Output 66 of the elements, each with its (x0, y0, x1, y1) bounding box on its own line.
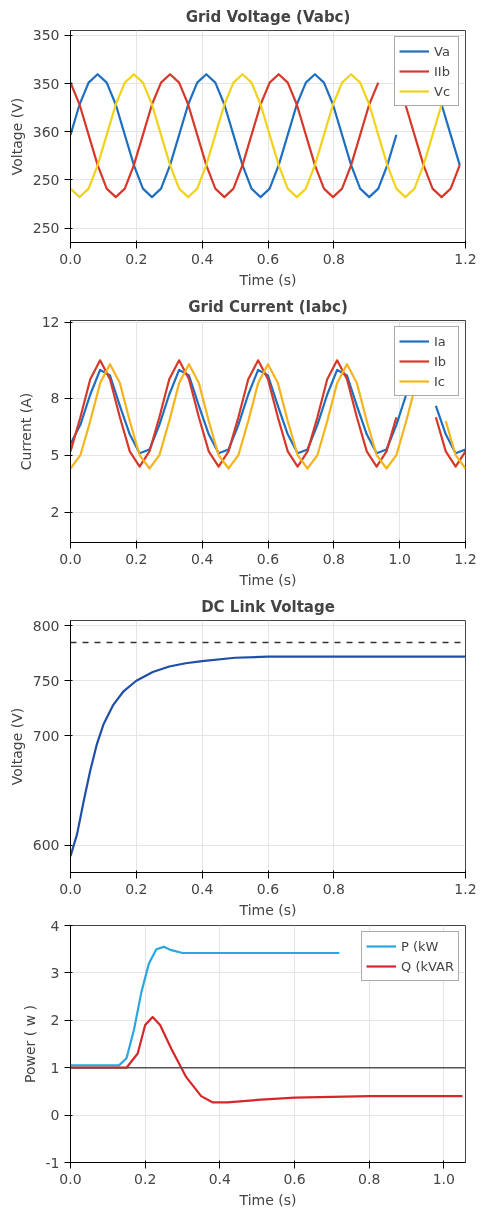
text: 350 (32, 27, 60, 44)
legend-label: Ia (434, 333, 447, 349)
y-tick-label: 2 (50, 1012, 60, 1029)
chart-title: Grid Current (Iabc) (188, 297, 348, 316)
chart-title: DC Link Voltage (201, 597, 335, 616)
chart-title: Grid Voltage (Vabc) (185, 7, 351, 26)
legend-label: Va (434, 43, 451, 59)
x-tick-label: 0.6 (256, 250, 280, 267)
x-tick-label: 0.4 (191, 250, 214, 267)
x-tick-label: 0.4 (208, 1170, 232, 1187)
legend-label: Ic (434, 373, 446, 389)
x-tick-label: 0.2 (134, 1170, 157, 1187)
line-series (70, 655, 466, 858)
text: 360 (32, 123, 60, 140)
x-tick-label: 0.8 (358, 1170, 381, 1187)
y-tick-label: 5 (50, 447, 60, 464)
y-tick-label: 750 (32, 672, 60, 689)
y-axis-title: Power ( w ) (21, 1004, 38, 1084)
x-tick-label: 0.6 (256, 550, 280, 567)
x-tick-label: 0.2 (125, 880, 148, 897)
x-tick-label: 1.0 (432, 1170, 455, 1187)
y-axis-title: Current (A) (17, 392, 34, 471)
legend-label: Q (kVAR (401, 958, 454, 974)
y-tick-label: 3 (50, 964, 60, 981)
x-tick-label: 0.4 (191, 880, 214, 897)
y-tick-label: 800 (32, 617, 60, 634)
y-tick-label: 1 (50, 1059, 60, 1076)
x-axis-title: Time (s) (238, 901, 297, 918)
x-tick-label: 1.2 (454, 250, 477, 267)
y-axis-title: Voltage (V) (8, 707, 25, 786)
y-tick-label: -1 (45, 1154, 60, 1171)
line-series (70, 945, 341, 1067)
y-tick-label: 700 (32, 727, 60, 744)
y-tick-label: 2 (50, 504, 60, 521)
line-series (70, 1015, 464, 1104)
legend-label: IIb (434, 63, 451, 79)
x-axis-title: Time (s) (238, 271, 297, 288)
text: 350 (32, 75, 60, 92)
x-tick-label: 1.0 (388, 550, 411, 567)
text: 250 (32, 171, 60, 188)
x-tick-label: 0.6 (283, 1170, 306, 1187)
x-tick-label: 0.0 (59, 550, 82, 567)
y-tick-label: 12 (41, 314, 60, 331)
x-tick-label: 0.4 (191, 550, 214, 567)
y-tick-label: 8 (50, 390, 60, 407)
x-tick-label: 0.0 (59, 1170, 82, 1187)
x-tick-label: 0.2 (125, 250, 148, 267)
x-axis-title: Time (s) (238, 1191, 297, 1208)
legend-label: Vc (434, 83, 452, 99)
x-tick-label: 0.8 (322, 880, 345, 897)
y-tick-label: 4 (50, 917, 60, 934)
legend-label: P (kW (401, 938, 439, 954)
y-axis-title: Voltage (V) (8, 97, 25, 176)
x-tick-label: 0.0 (59, 250, 82, 267)
x-tick-label: 0.8 (322, 550, 345, 567)
legend-label: Ib (434, 353, 448, 369)
x-tick-label: 0.6 (256, 880, 280, 897)
x-tick-label: 0.2 (125, 550, 148, 567)
text: 250 (32, 220, 60, 237)
x-tick-label: 0.0 (59, 880, 82, 897)
x-tick-label: 1.2 (454, 880, 477, 897)
y-tick-label: 0 (50, 1107, 60, 1124)
x-tick-label: 0.8 (322, 250, 345, 267)
y-tick-label: 600 (32, 837, 60, 854)
x-axis-title: Time (s) (238, 571, 297, 588)
x-tick-label: 1.2 (454, 550, 477, 567)
